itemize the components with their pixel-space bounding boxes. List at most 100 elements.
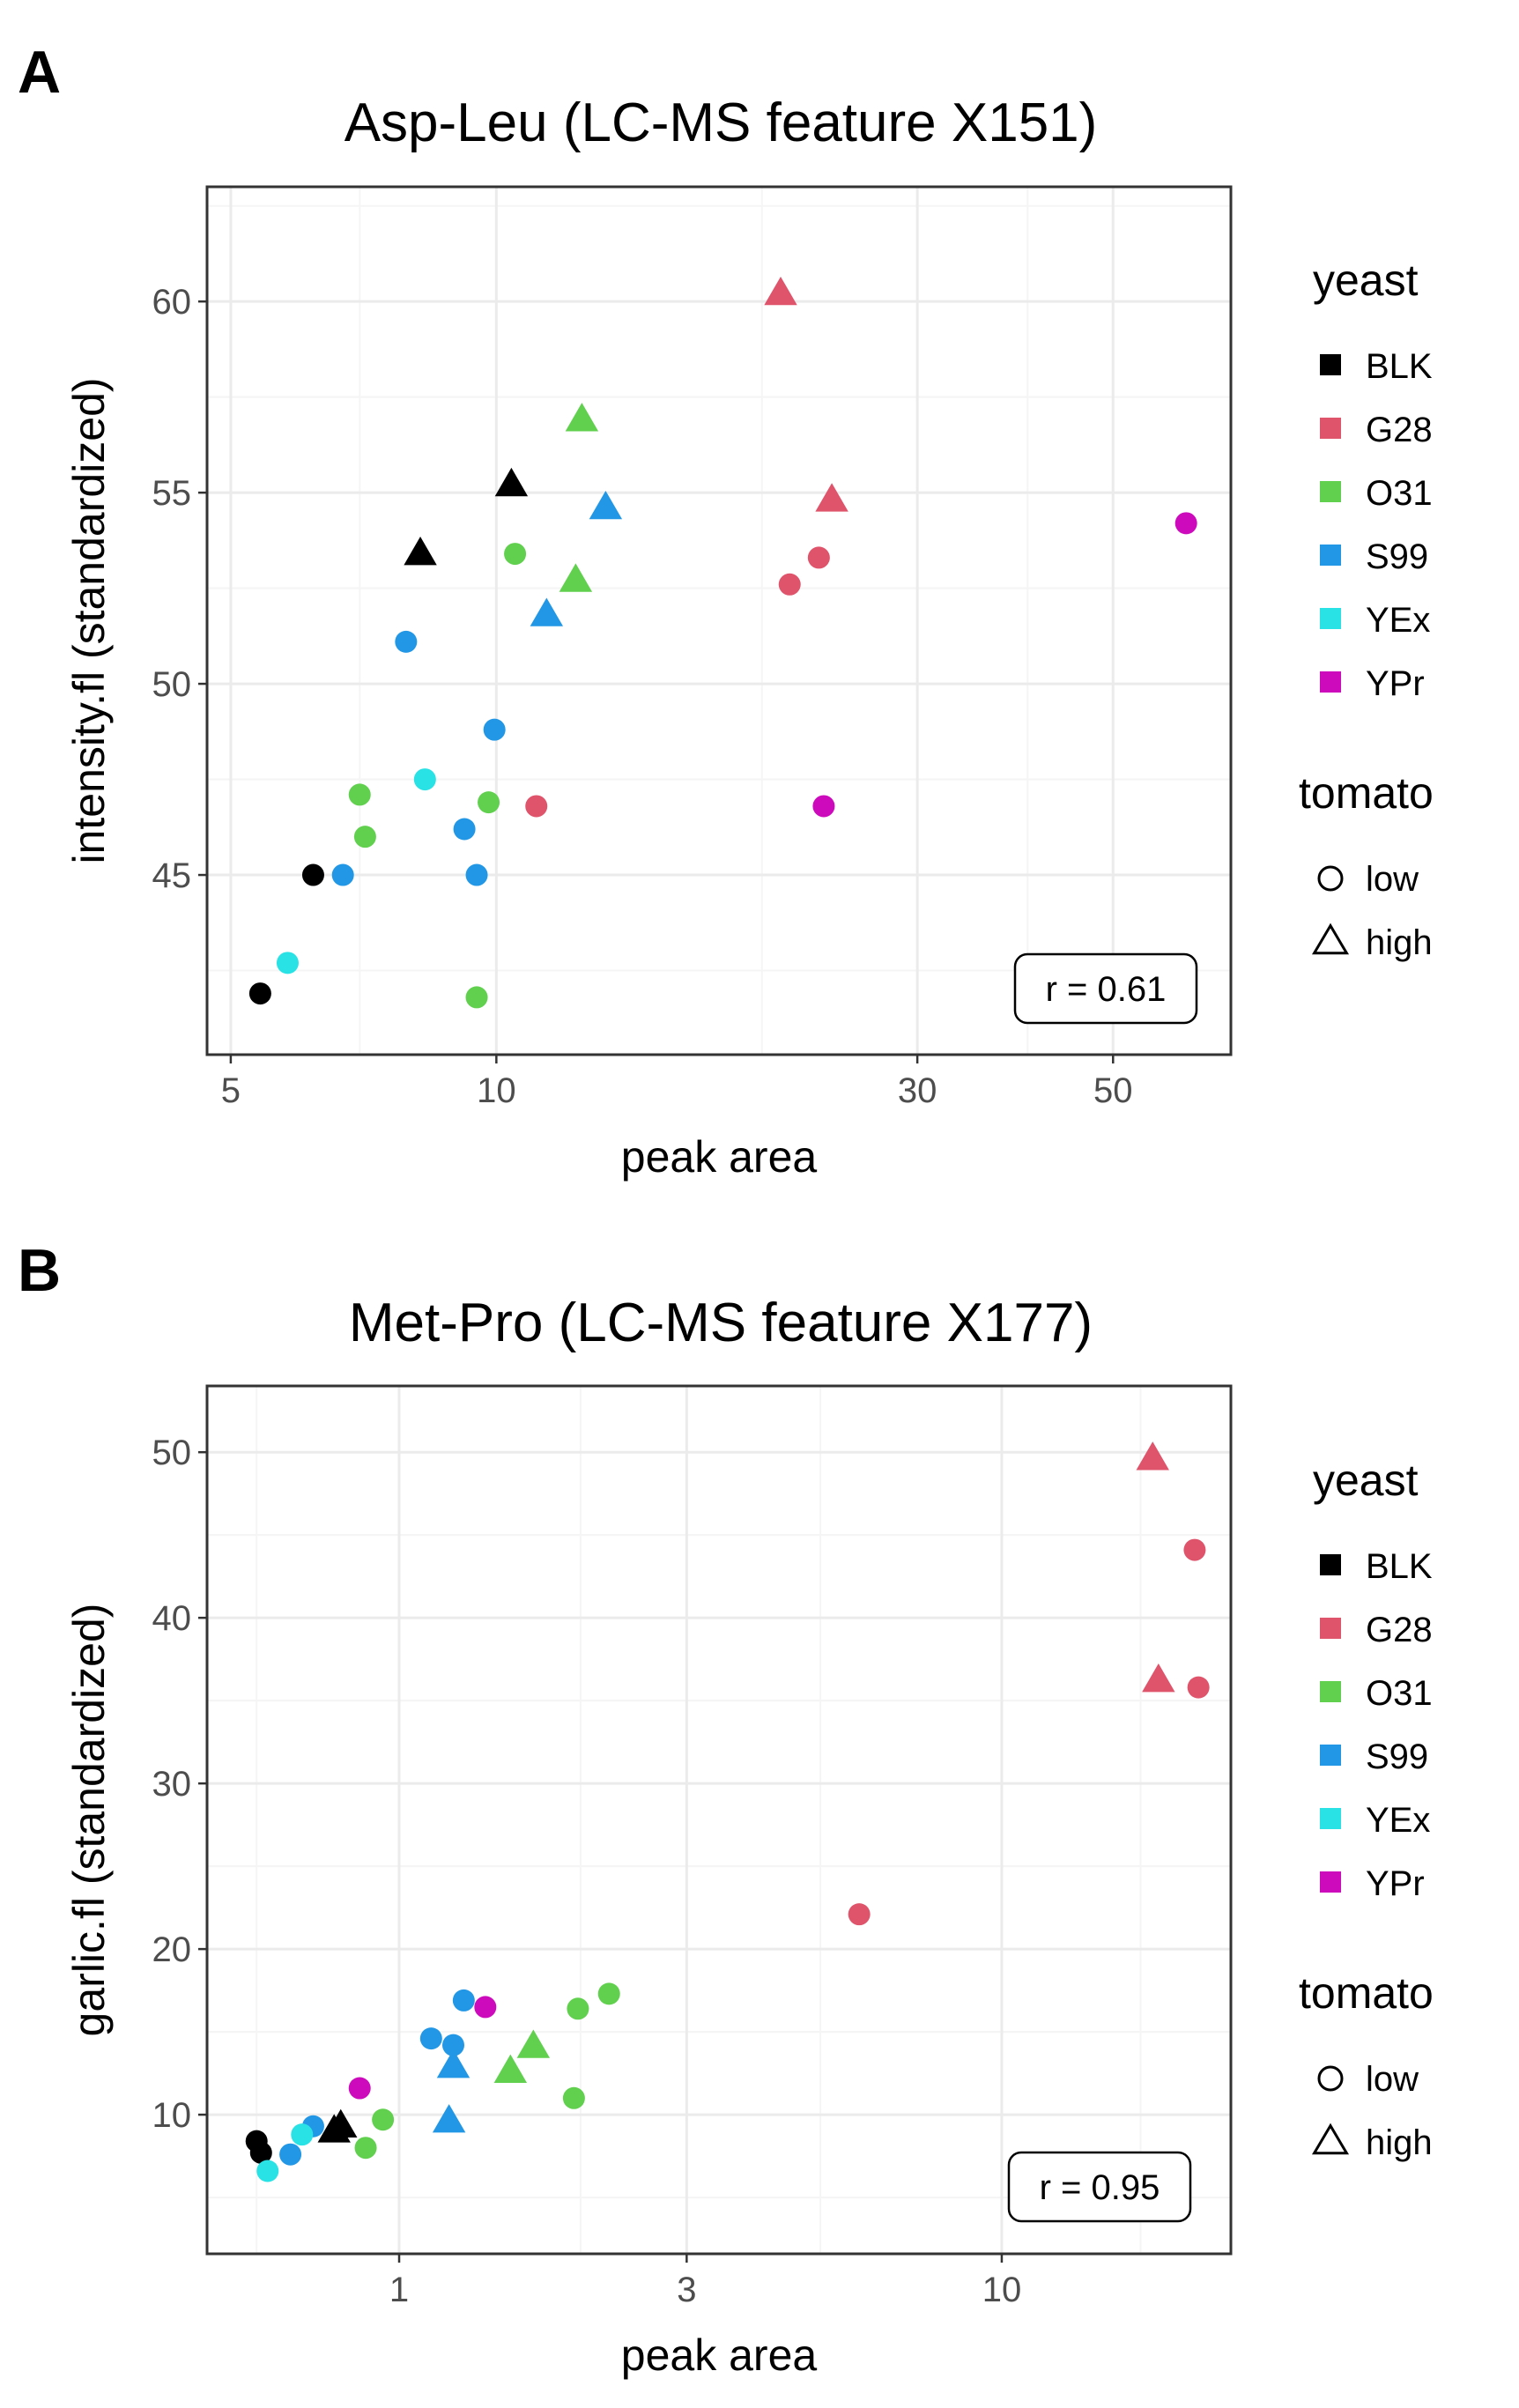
data-point-o31-low [567,1997,589,2020]
correlation-label: r = 0.95 [1040,2168,1160,2207]
data-point-s99-high [436,2049,471,2078]
x-tick-label: 3 [677,2271,696,2309]
legend-label-high: high [1366,2123,1433,2162]
data-point-blk-low [301,863,324,886]
legend-label-ypr: YPr [1366,664,1425,703]
legend-key-high [1311,2123,1350,2155]
data-point-o31-low [465,986,488,1009]
correlation-box [1013,952,1198,1025]
data-point-o31-low [348,783,371,806]
data-point-g28-low [525,795,548,818]
y-tick-label: 10 [152,2096,192,2135]
legend-label-g28: G28 [1366,1611,1433,1649]
panel-a: A Asp-Leu (LC-MS feature X151) 5 10 30 50 45 50… [18,39,1434,1182]
legend-label-s99: S99 [1366,1737,1428,1776]
panel-border [205,1384,1233,2256]
legend-label-yex: YEx [1366,601,1430,640]
legend-label-high: high [1366,923,1433,962]
data-point-ypr-low [812,795,835,818]
y-tick-label: 50 [152,1434,192,1472]
legend-key-ypr [1320,671,1341,693]
data-point-s99-low [453,818,476,841]
y-tick-label: 55 [152,474,192,513]
legend-key-g28 [1320,418,1341,439]
legend-label-low: low [1366,860,1419,899]
legend-key-s99 [1320,545,1341,566]
data-point-blk-high [404,537,437,566]
x-tick-label: 10 [477,1071,516,1110]
data-point-o31-low [354,2137,377,2160]
data-point-yex-low [256,2160,279,2182]
data-point-o31-low [597,1982,620,2005]
panel-b: B Met-Pro (LC-MS feature X177) 1 3 10 10 20 30 4… [18,1237,1434,2380]
data-point-g28-low [807,546,830,569]
chart-title-b: Met-Pro (LC-MS feature X177) [349,1293,1093,1353]
data-point-blk-low [248,982,271,1005]
y-tick-label: 50 [152,665,192,704]
legend-key-g28 [1320,1618,1341,1639]
panel-letter-b: B [18,1237,61,1304]
x-tick-label: 5 [221,1071,241,1110]
data-point-s99-low [419,2027,442,2050]
data-point-yex-low [413,768,436,791]
data-point-blk-high [324,2108,358,2138]
panel-letter-a: A [18,39,61,106]
legend-title-yeast: yeast [1313,256,1419,305]
legend-label-ypr: YPr [1366,1864,1425,1903]
plot-background [207,1386,1231,2254]
x-tick-label: 30 [898,1071,937,1110]
data-point-g28-high [815,483,848,512]
correlation-label: r = 0.61 [1046,970,1167,1009]
correlation-box [1007,2151,1192,2223]
data-point-s99-low [465,863,488,886]
data-point-ypr-low [474,1996,497,2019]
legend-label-o31: O31 [1366,1674,1433,1713]
data-point-s99-high [589,490,623,520]
y-tick-label: 45 [152,856,192,895]
chart-title-a: Asp-Leu (LC-MS feature X151) [345,93,1098,153]
legend-label-blk: BLK [1366,347,1433,386]
data-point-blk-high [494,467,529,497]
legend-label-blk: BLK [1366,1547,1433,1586]
data-point-o31-low [504,543,527,566]
legend-key-blk [1320,354,1341,375]
data-point-blk-low [249,2141,272,2164]
legend-label-o31: O31 [1366,474,1433,513]
y-axis-title: intensity.fl (standardized) [64,377,114,863]
legend-key-low [1317,2065,1344,2092]
data-point-g28-low [1187,1676,1210,1699]
legend-label-s99: S99 [1366,537,1428,576]
data-point-g28-low [778,573,801,596]
data-point-g28-low [1183,1538,1206,1561]
data-point-g28-low [848,1903,871,1926]
y-tick-label: 40 [152,1599,192,1638]
x-axis-title: peak area [621,1132,818,1182]
x-tick-label: 50 [1093,1071,1133,1110]
legend-key-s99 [1320,1745,1341,1766]
y-tick-label: 60 [152,283,192,322]
legend-label-g28: G28 [1366,411,1433,449]
legend-label-low: low [1366,2060,1419,2099]
data-point-s99-low [452,1989,475,2012]
data-point-s99-high [432,2104,466,2133]
data-point-g28-high [1136,1441,1169,1471]
legend-key-yex [1320,608,1341,629]
data-point-o31-high [516,2029,551,2058]
data-point-g28-high [1142,1663,1175,1693]
legend-key-o31 [1320,481,1341,502]
y-tick-label: 30 [152,1765,192,1804]
data-point-s99-low [331,863,354,886]
legend-key-blk [1320,1554,1341,1575]
plot-background [207,187,1231,1055]
legend-title-yeast: yeast [1313,1456,1419,1505]
data-point-o31-high [493,2054,528,2083]
legend-title-tomato: tomato [1299,768,1434,818]
legend-key-ypr [1320,1871,1341,1893]
data-point-o31-low [353,826,376,848]
legend-key-o31 [1320,1681,1341,1702]
data-point-s99-low [483,718,506,741]
y-tick-label: 20 [152,1930,192,1969]
data-point-yex-low [276,952,299,974]
legend-key-low [1317,865,1344,892]
